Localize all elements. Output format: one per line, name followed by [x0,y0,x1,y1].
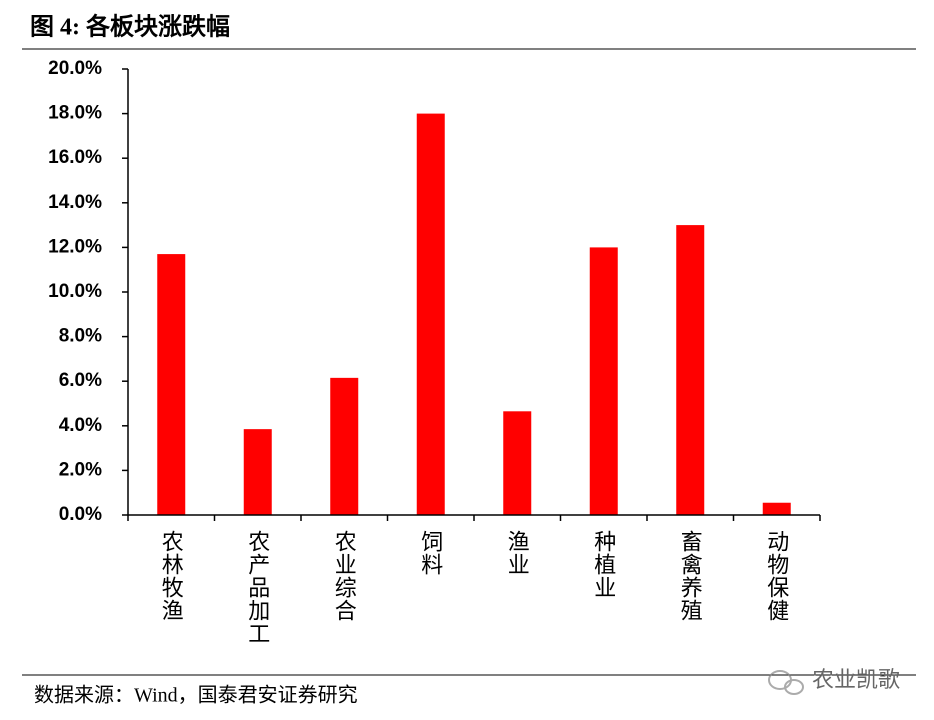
y-tick-label: 2.0% [59,459,102,480]
source-note: 数据来源：Wind，国泰君安证券研究 [34,684,358,707]
bar [503,411,532,515]
watermark-icon [768,670,804,695]
watermark: 农业凯歌 [812,667,900,692]
y-tick-label: 0.0% [59,504,102,525]
bar [416,113,445,515]
y-tick-label: 16.0% [48,147,102,168]
y-tick-label: 8.0% [59,326,102,347]
bar [330,377,359,515]
x-tick-label: 畜禽养殖 [678,530,703,622]
y-tick-label: 18.0% [48,103,102,124]
bar [243,429,272,515]
y-tick-label: 14.0% [48,192,102,213]
x-tick-label: 渔业 [505,530,530,576]
x-tick-label: 农产品加工 [245,530,270,645]
y-tick-label: 10.0% [48,281,102,302]
y-tick-label: 6.0% [59,370,102,391]
x-tick-label: 农林牧渔 [159,530,184,622]
x-tick-label: 动物保健 [764,530,789,622]
y-tick-label: 12.0% [48,236,102,257]
bar [676,225,705,515]
bar [762,502,791,515]
bar [589,247,618,515]
bar [157,254,186,515]
y-tick-label: 20.0% [48,58,102,79]
chart-title: 图 4: 各板块涨跌幅 [30,13,230,41]
y-tick-label: 4.0% [59,415,102,436]
x-tick-label: 种植业 [591,530,616,599]
x-tick-label: 饲料 [418,530,443,576]
x-tick-label: 农业综合 [332,530,357,622]
